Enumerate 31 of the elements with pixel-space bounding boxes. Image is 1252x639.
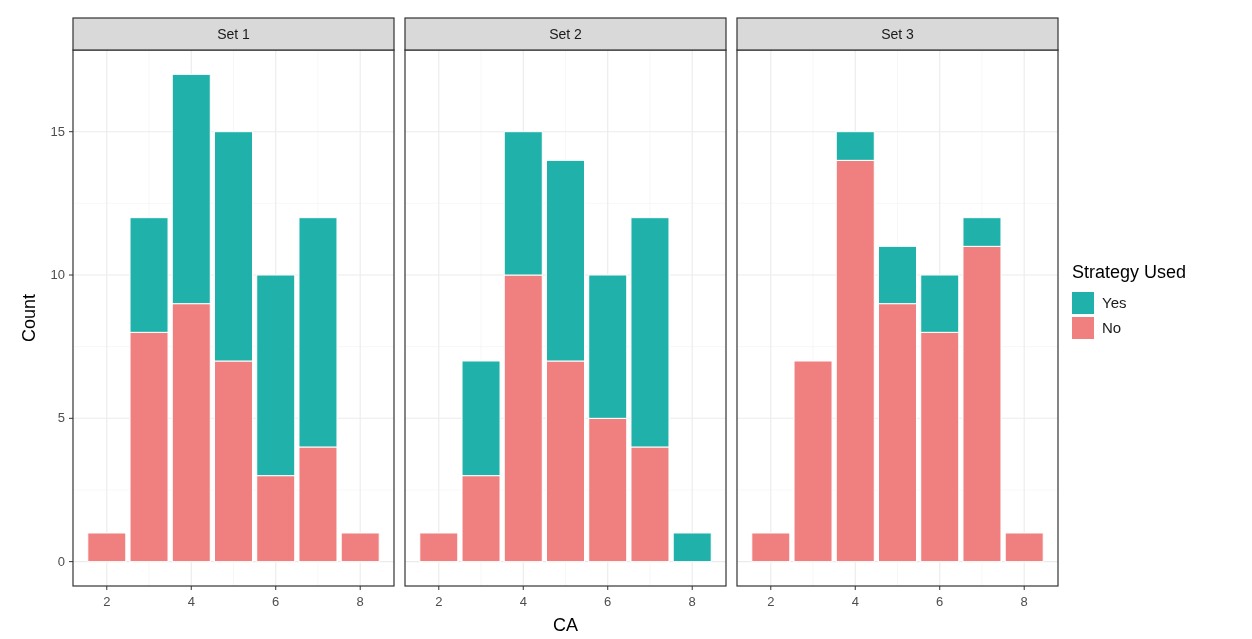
x-tick-label: 4 (187, 594, 195, 609)
x-tick-label: 2 (103, 594, 111, 609)
bar (87, 532, 127, 563)
legend-title: Strategy Used (1072, 262, 1187, 282)
x-tick-label: 6 (936, 594, 944, 609)
x-tick-label: 8 (1020, 594, 1028, 609)
chart-title: Set 1 (217, 26, 251, 42)
x-tick-label: 2 (767, 594, 775, 609)
y-tick-label: 15 (50, 123, 65, 139)
x-tick-label: 4 (519, 594, 527, 609)
x-axis-title: CA (552, 615, 579, 635)
bar (672, 532, 712, 563)
x-tick-label: 8 (688, 594, 696, 609)
x-tick-label: 6 (272, 594, 280, 609)
x-tick-label: 6 (604, 594, 612, 609)
legend-label: Yes (1102, 294, 1127, 311)
x-tick-label: 8 (356, 594, 364, 609)
bar (793, 360, 833, 563)
chart-title: Set 2 (549, 26, 583, 42)
bar (1004, 532, 1044, 563)
y-axis-title: Count (19, 293, 39, 343)
y-tick-label: 10 (50, 267, 65, 283)
y-tick-label: 5 (57, 410, 65, 426)
chart-title: Set 3 (881, 26, 915, 42)
legend-label: No (1102, 319, 1122, 336)
bar (340, 532, 380, 563)
y-tick-label: 0 (57, 553, 65, 569)
bar (751, 532, 791, 563)
bar (419, 532, 459, 563)
x-tick-label: 4 (851, 594, 859, 609)
x-tick-label: 2 (435, 594, 443, 609)
